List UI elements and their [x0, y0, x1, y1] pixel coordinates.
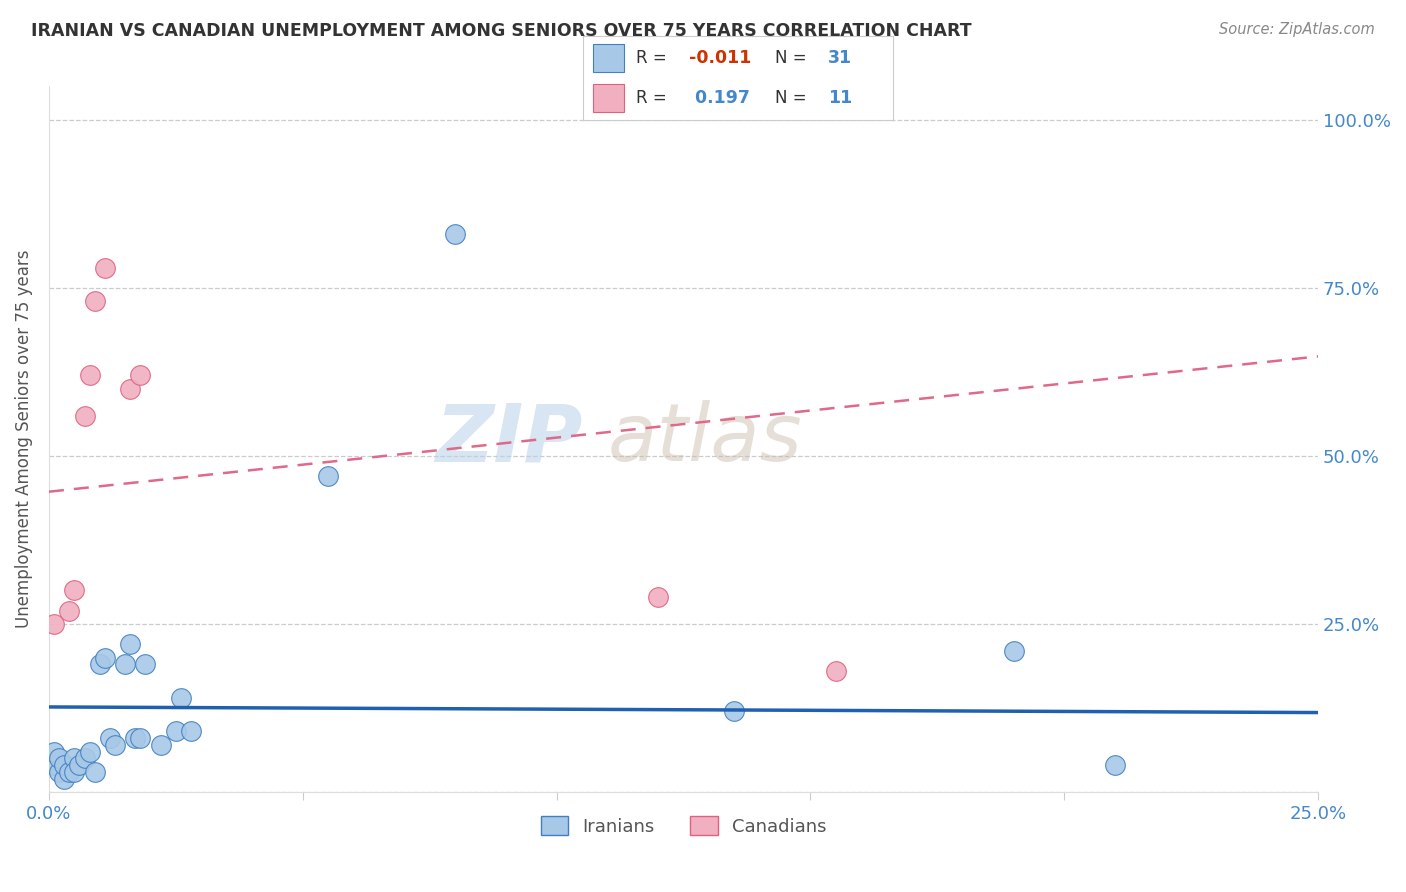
- Point: [42, 745, 65, 759]
- Point: [48, 764, 70, 779]
- Point: [120, 637, 142, 651]
- Point: [53, 772, 76, 786]
- Point: [63, 751, 86, 765]
- Text: N =: N =: [775, 88, 807, 106]
- Point: [647, 590, 669, 604]
- Point: [58, 603, 80, 617]
- Point: [79, 745, 101, 759]
- Point: [58, 764, 80, 779]
- Point: [824, 664, 846, 678]
- Point: [444, 227, 467, 242]
- Point: [94, 260, 117, 275]
- Text: R =: R =: [636, 88, 666, 106]
- Point: [83, 764, 105, 779]
- Point: [63, 764, 86, 779]
- Text: 11: 11: [828, 88, 852, 106]
- Point: [73, 751, 96, 765]
- Point: [63, 583, 86, 598]
- Point: [42, 758, 65, 772]
- Point: [89, 657, 111, 672]
- Point: [134, 657, 156, 672]
- Text: R =: R =: [636, 49, 666, 67]
- Legend: Iranians, Canadians: Iranians, Canadians: [533, 809, 834, 843]
- Text: 31: 31: [828, 49, 852, 67]
- Point: [94, 650, 117, 665]
- Point: [170, 690, 193, 705]
- Text: atlas: atlas: [607, 401, 803, 478]
- Point: [83, 294, 105, 309]
- Text: 0.197: 0.197: [689, 88, 749, 106]
- Point: [1002, 644, 1025, 658]
- Point: [48, 751, 70, 765]
- Y-axis label: Unemployment Among Seniors over 75 years: Unemployment Among Seniors over 75 years: [15, 250, 32, 628]
- Point: [180, 724, 202, 739]
- Point: [67, 758, 90, 772]
- Point: [129, 368, 152, 383]
- Point: [124, 731, 146, 746]
- Point: [79, 368, 101, 383]
- Point: [73, 409, 96, 423]
- FancyBboxPatch shape: [593, 84, 624, 112]
- Point: [114, 657, 136, 672]
- Point: [120, 382, 142, 396]
- Point: [104, 738, 127, 752]
- Point: [316, 469, 339, 483]
- Point: [53, 758, 76, 772]
- Point: [129, 731, 152, 746]
- FancyBboxPatch shape: [593, 45, 624, 72]
- Point: [1104, 758, 1126, 772]
- Text: IRANIAN VS CANADIAN UNEMPLOYMENT AMONG SENIORS OVER 75 YEARS CORRELATION CHART: IRANIAN VS CANADIAN UNEMPLOYMENT AMONG S…: [31, 22, 972, 40]
- Text: N =: N =: [775, 49, 807, 67]
- Point: [149, 738, 172, 752]
- Text: -0.011: -0.011: [689, 49, 751, 67]
- Text: ZIP: ZIP: [434, 401, 582, 478]
- Point: [165, 724, 187, 739]
- Point: [723, 704, 745, 718]
- Point: [98, 731, 121, 746]
- Point: [42, 617, 65, 632]
- Text: Source: ZipAtlas.com: Source: ZipAtlas.com: [1219, 22, 1375, 37]
